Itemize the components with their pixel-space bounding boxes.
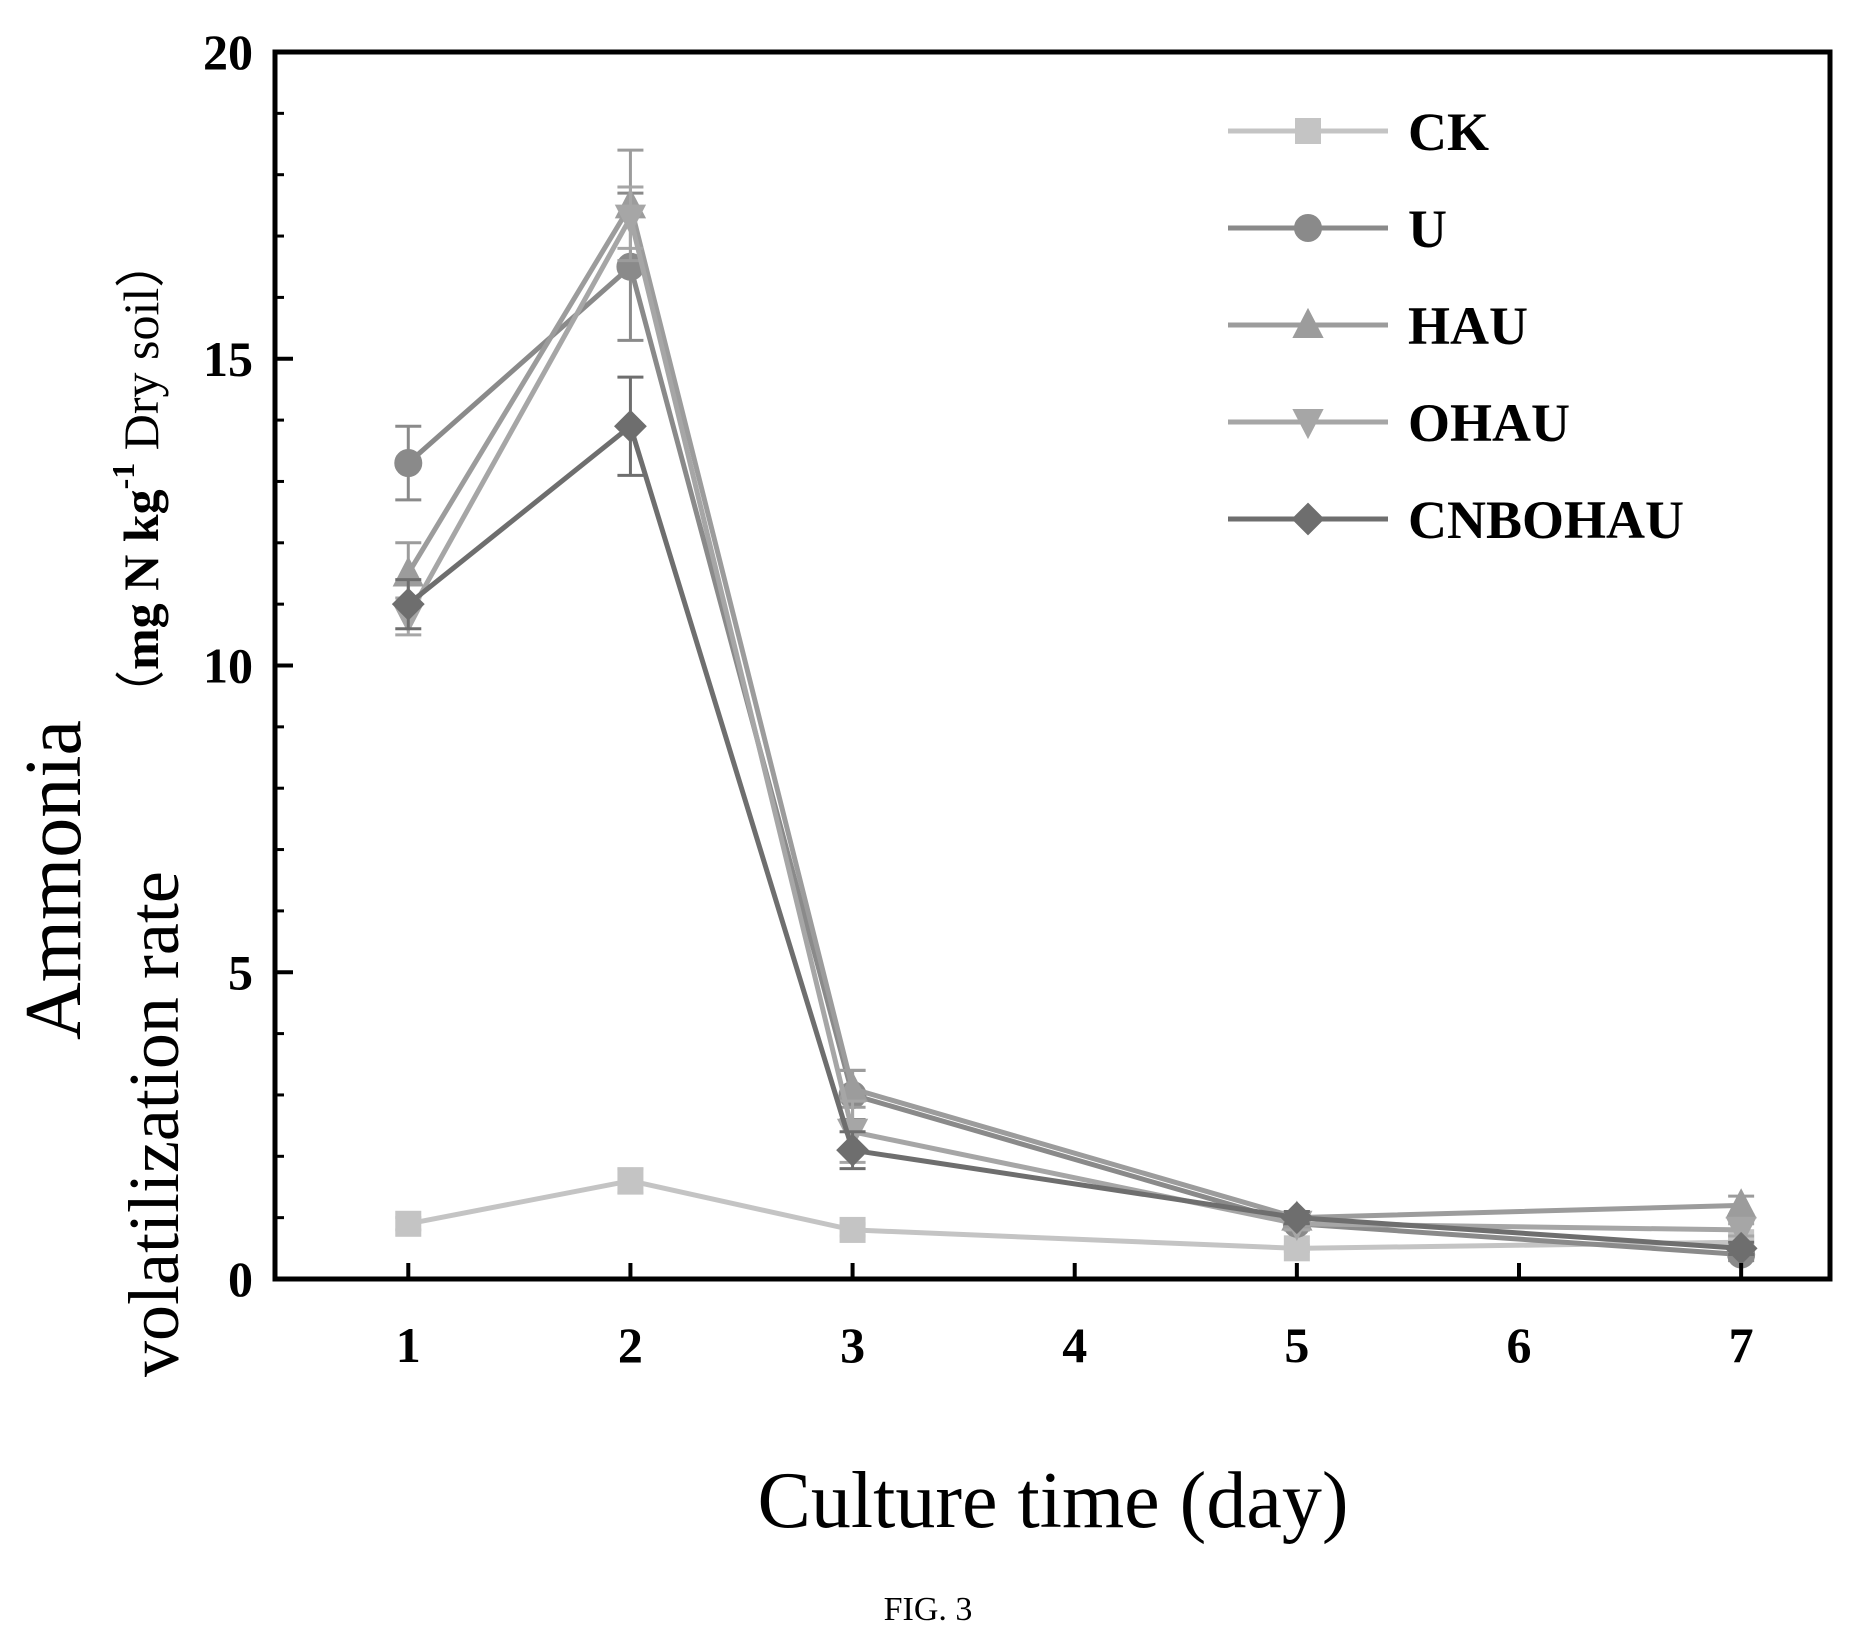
data-point-u: [394, 449, 423, 478]
x-tick-label-7: 7: [1729, 1317, 1754, 1373]
series-u: [394, 191, 1756, 1269]
series-ohau: [392, 185, 1757, 1248]
y-axis-title-line2: volatilization rate: [114, 871, 194, 1377]
series-layer: [391, 148, 1758, 1269]
legend-marker: [1292, 307, 1324, 338]
series-line-hau: [406, 198, 1742, 1221]
x-tick-label-2: 2: [618, 1317, 643, 1373]
y-tick-label-10: 10: [203, 638, 253, 694]
data-point-cnbohau: [836, 1133, 869, 1167]
y-tick-label-5: 5: [228, 944, 253, 1000]
series-hau: [392, 148, 1757, 1231]
x-axis-title: Culture time (day): [758, 1457, 1349, 1545]
plot-frame: [272, 49, 1833, 1282]
data-point-cnbohau: [1280, 1201, 1314, 1235]
data-point-ck: [617, 1167, 644, 1194]
legend-label: CNBOHAU: [1408, 490, 1684, 550]
y-unit-main: mg N kg: [113, 489, 169, 670]
data-point-ck: [395, 1210, 422, 1237]
legend-label: HAU: [1408, 296, 1528, 356]
y-axis-ticks: 0 5 10 15 20: [203, 24, 293, 1307]
y-unit-sup: -1: [105, 463, 141, 490]
legend-marker: [1292, 409, 1324, 440]
y-tick-label-20: 20: [203, 24, 253, 80]
legend-marker: [1295, 118, 1321, 144]
legend-item-cnbohau: CNBOHAU: [1228, 490, 1684, 550]
legend-item-u: U: [1228, 199, 1447, 259]
y-axis-title-unit: （mg N kg-1 Dry soil）: [105, 238, 169, 720]
y-tick-label-0: 0: [228, 1251, 253, 1307]
data-point-ohau: [614, 204, 647, 235]
legend-label: OHAU: [1408, 393, 1570, 453]
data-point-cnbohau: [614, 409, 647, 443]
series-ck: [395, 1167, 1755, 1262]
y-unit-tail: Dry soil: [113, 288, 169, 463]
x-tick-label-6: 6: [1507, 1317, 1532, 1373]
x-tick-label-5: 5: [1284, 1317, 1309, 1373]
legend-label: U: [1408, 199, 1447, 259]
legend-item-hau: HAU: [1228, 296, 1528, 356]
y-unit-close: ）: [113, 238, 169, 288]
figure-caption: FIG. 3: [884, 1591, 973, 1628]
data-point-ck: [839, 1216, 866, 1243]
data-point-ohau: [1725, 1216, 1757, 1248]
legend-item-ohau: OHAU: [1228, 393, 1570, 453]
x-tick-label-3: 3: [840, 1317, 865, 1373]
legend-marker: [1294, 214, 1322, 242]
x-tick-label-1: 1: [396, 1317, 421, 1373]
legend-item-ck: CK: [1228, 102, 1489, 162]
y-unit-open: （: [113, 670, 169, 720]
data-point-cnbohau: [391, 587, 425, 621]
x-tick-label-4: 4: [1062, 1317, 1087, 1373]
x-axis-ticks: 1 2 3 4 5 6 7: [396, 1263, 1754, 1373]
y-tick-label-15: 15: [203, 331, 253, 387]
series-cnbohau: [391, 375, 1758, 1265]
legend: CK U HAU OHAU CNBOHAU: [1228, 102, 1684, 550]
series-line-ohau: [406, 210, 1742, 1233]
legend-marker: [1291, 502, 1325, 536]
y-axis-title-line1: Ammonia: [10, 720, 98, 1040]
legend-label: CK: [1408, 102, 1489, 162]
